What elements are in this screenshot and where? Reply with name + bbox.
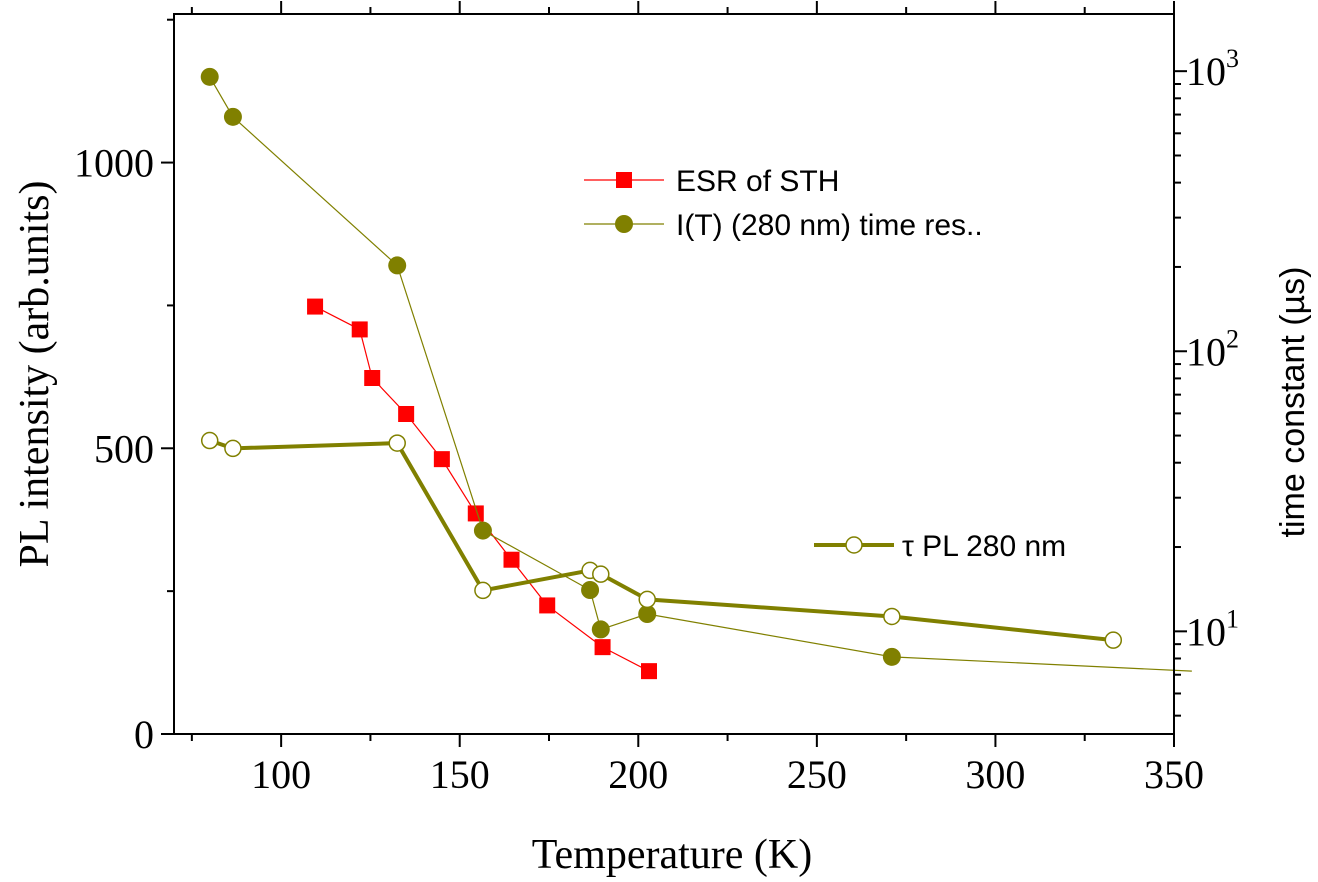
x-tick-label: 350 bbox=[1144, 752, 1204, 797]
data-point bbox=[351, 321, 368, 338]
x-tick-label: 150 bbox=[430, 752, 490, 797]
data-point bbox=[638, 590, 656, 609]
legend-label: I(T) (280 nm) time res.. bbox=[676, 209, 983, 242]
data-point bbox=[882, 647, 901, 666]
data-point bbox=[591, 620, 610, 639]
data-point bbox=[398, 406, 415, 422]
legend-label: ESR of STH bbox=[676, 165, 839, 198]
data-point bbox=[200, 67, 219, 86]
x-axis-label: Temperature (K) bbox=[532, 832, 812, 878]
legend: ESR of STH I(T) (280 nm) time res.. τ PL 2… bbox=[584, 165, 1066, 563]
legend-label: τ PL 280 nm bbox=[902, 530, 1066, 563]
data-point bbox=[388, 434, 406, 452]
x-tick-label: 250 bbox=[787, 752, 847, 797]
series-0 bbox=[307, 298, 657, 680]
data-point bbox=[883, 607, 901, 626]
series-2 bbox=[200, 431, 1123, 649]
legend-marker bbox=[615, 215, 633, 233]
y-right-tick-label: 102 bbox=[1186, 324, 1239, 374]
legend-marker bbox=[845, 536, 863, 554]
plot-frame bbox=[173, 13, 1175, 735]
y-left-tick-label: 1000 bbox=[74, 141, 154, 186]
data-point bbox=[200, 431, 219, 450]
legend-entry-0: ESR of STH bbox=[584, 165, 839, 198]
data-point bbox=[467, 505, 484, 522]
legend-entry-1: I(T) (280 nm) time res.. bbox=[584, 209, 983, 242]
y-left-tick-label: 0 bbox=[134, 712, 154, 757]
y-left-tick-label: 500 bbox=[94, 426, 154, 471]
legend-entry-2: τ PL 280 nm bbox=[814, 530, 1066, 563]
data-point bbox=[433, 451, 450, 468]
data-point bbox=[307, 298, 324, 315]
data-point bbox=[473, 521, 492, 540]
data-point bbox=[224, 439, 242, 458]
data-point bbox=[503, 551, 520, 568]
data-point bbox=[539, 597, 556, 614]
series-layer bbox=[200, 67, 1192, 680]
data-point bbox=[638, 605, 657, 623]
data-point bbox=[641, 663, 657, 680]
axes-layer: 100 150 200 250 300 350 0 500 1000 101 102 103 bbox=[74, 1, 1239, 797]
series-line bbox=[314, 306, 650, 672]
x-tick-label: 300 bbox=[965, 752, 1025, 797]
data-point bbox=[592, 565, 610, 583]
data-point bbox=[474, 581, 492, 600]
data-point bbox=[223, 107, 242, 126]
y-axis-label-left: PL intensity (arb.units) bbox=[12, 181, 58, 568]
y-right-tick-label: 103 bbox=[1186, 44, 1239, 94]
data-point bbox=[364, 370, 381, 386]
x-tick-label: 100 bbox=[251, 752, 311, 797]
data-point bbox=[1104, 631, 1123, 649]
legend-marker bbox=[616, 172, 632, 188]
data-point bbox=[581, 581, 600, 599]
y-right-tick-label: 101 bbox=[1186, 604, 1239, 654]
y-axis-label-right: time constant (µs) bbox=[1274, 267, 1312, 538]
data-point bbox=[594, 639, 611, 656]
x-tick-label: 200 bbox=[608, 752, 668, 797]
data-point bbox=[388, 256, 407, 275]
series-1 bbox=[200, 67, 1192, 672]
